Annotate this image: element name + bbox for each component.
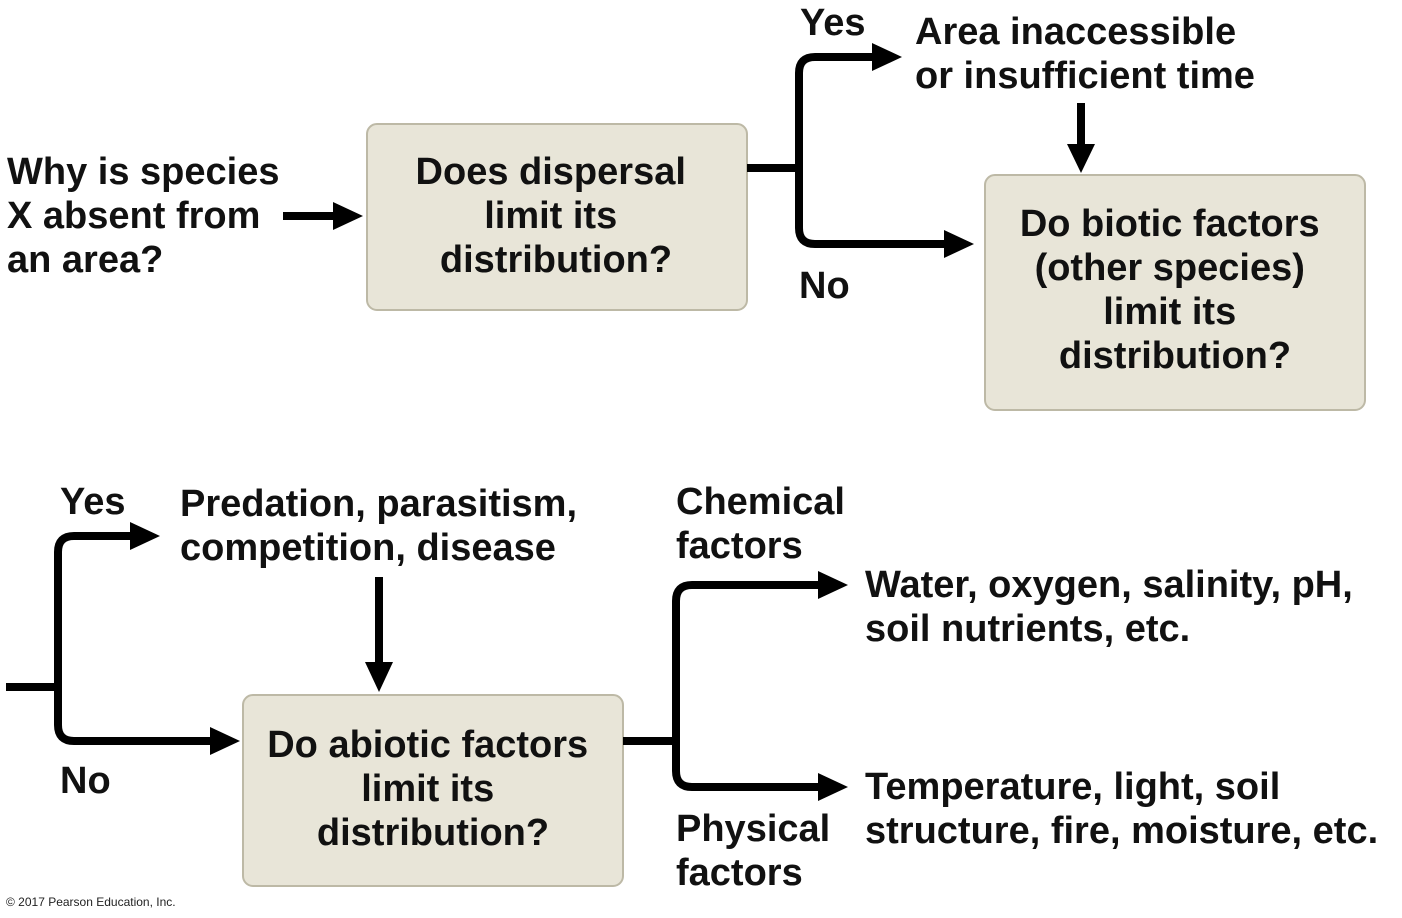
copyright-notice: © 2017 Pearson Education, Inc. [6, 895, 176, 909]
biotic-no-arrowhead [210, 727, 240, 755]
physical-arrowhead [818, 773, 848, 801]
inaccessible-to-biotic-arrowhead [1067, 144, 1095, 173]
dispersal-yes-connector [795, 53, 946, 248]
biotic-box [984, 174, 1366, 411]
dispersal-no-label: No [799, 265, 850, 307]
inaccessible-result-text: Area inaccessible or insufficient time [915, 11, 1255, 97]
chemical-factors-label: Chemical factors [676, 481, 856, 567]
biotic-box-text: Do biotic factors (other species) limit … [1020, 203, 1330, 377]
biotic-yes-connector [54, 532, 212, 745]
dispersal-yes-label: Yes [800, 2, 866, 44]
predation-result-text: Predation, parasitism, competition, dise… [180, 483, 588, 569]
physical-result-text: Temperature, light, soil structure, fire… [865, 766, 1378, 852]
question-to-dispersal-arrowhead [333, 202, 363, 230]
chemical-arrowhead [818, 571, 848, 599]
predation-to-abiotic-arrowhead [365, 662, 393, 692]
biotic-yes-label: Yes [60, 481, 126, 523]
biotic-yes-arrowhead [130, 522, 160, 550]
question-text: Why is species X absent from an area? [7, 151, 290, 281]
abiotic-chemical-physical-connector [672, 581, 820, 791]
dispersal-box [366, 123, 748, 311]
biotic-no-label: No [60, 760, 111, 802]
dispersal-no-arrowhead [944, 230, 974, 258]
abiotic-box [242, 694, 624, 887]
dispersal-yes-arrowhead [872, 43, 902, 71]
chemical-result-text: Water, oxygen, salinity, pH, soil nutrie… [865, 564, 1363, 650]
physical-factors-label: Physical factors [676, 808, 841, 894]
abiotic-box-text: Do abiotic factors limit its distributio… [267, 724, 599, 854]
dispersal-box-text: Does dispersal limit its distribution? [416, 151, 697, 281]
